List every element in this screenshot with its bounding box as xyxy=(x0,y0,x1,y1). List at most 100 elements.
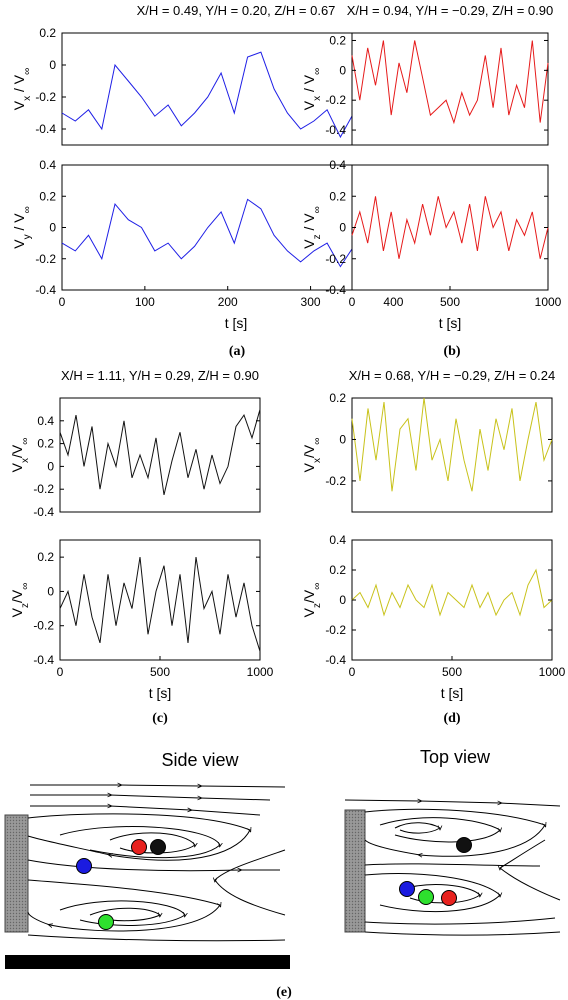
y-axis-label: Vx/V∞ xyxy=(9,438,31,473)
x-tick-label: 300 xyxy=(301,295,321,309)
y-tick-label: 0.4 xyxy=(37,414,54,428)
y-axis-label-part: z xyxy=(312,603,323,608)
chart: -0.4 -0.2 0 0.2 0.4 X/H = 1.11, Y/H = 0.29, Z… xyxy=(9,368,261,519)
y-tick-label: -0.4 xyxy=(35,283,56,297)
y-tick-label: -0.4 xyxy=(325,123,346,137)
y-axis-label-part: V xyxy=(9,462,25,472)
y-axis-label-part: x xyxy=(312,458,323,463)
y-axis-label-part: V xyxy=(301,462,317,472)
streamlines xyxy=(344,800,561,936)
y-axis-label: Vz/V∞ xyxy=(9,583,31,618)
x-tick-label: 1000 xyxy=(539,665,566,679)
y-axis-label-part: V xyxy=(9,607,25,617)
plot-area xyxy=(59,539,261,661)
y-axis-label-part: ∞ xyxy=(312,206,323,213)
y-axis-label-part: z xyxy=(20,603,31,608)
y-tick-label: 0.2 xyxy=(329,391,346,405)
y-tick-label: 0 xyxy=(339,432,346,446)
x-axis-label: t [s] xyxy=(225,315,248,331)
y-axis-label-part: z xyxy=(312,234,323,239)
side-view: Side view xyxy=(4,750,290,969)
data-line xyxy=(351,568,553,617)
chart: -0.2 0 0.2X/H = 0.68, Y/H = −0.29, Z/H = 0… xyxy=(301,368,555,513)
view-title: Top view xyxy=(420,747,491,767)
y-axis-label: Vx / V∞ xyxy=(301,68,323,111)
y-axis-label-part: ∞ xyxy=(22,68,33,75)
y-tick-label: 0 xyxy=(47,584,54,598)
x-tick-label: 0 xyxy=(57,665,64,679)
y-tick-label: 0 xyxy=(49,221,56,235)
x-axis-label: t [s] xyxy=(149,685,172,701)
panel-label: (d) xyxy=(443,711,460,726)
plot-area xyxy=(59,397,261,513)
probe-point xyxy=(150,839,166,855)
y-tick-label: -0.2 xyxy=(325,93,346,107)
chart-title: X/H = 1.11, Y/H = 0.29, Z/H = 0.90 xyxy=(61,368,259,383)
y-axis-label: Vz/V∞ xyxy=(301,583,323,618)
y-axis-label-part: x xyxy=(312,96,323,101)
y-tick-label: -0.2 xyxy=(33,619,54,633)
y-axis-label-part: ∞ xyxy=(312,68,323,75)
y-tick-label: -0.2 xyxy=(325,474,346,488)
panel-label: (b) xyxy=(443,344,460,359)
y-axis-label-part: ∞ xyxy=(312,583,323,590)
y-axis-label-part: V xyxy=(301,607,317,617)
x-tick-label: 500 xyxy=(150,665,170,679)
chart: -0.4 -0.2 0 0.2 X/H = 0.94, Y/H = −0.29, Z/H… xyxy=(301,3,553,146)
y-axis-label-part: /V xyxy=(301,589,317,603)
x-tick-label: 1000 xyxy=(247,665,274,679)
data-line xyxy=(351,196,549,259)
probe-point xyxy=(418,889,434,905)
y-axis-label-part: / V xyxy=(11,74,27,96)
y-axis-label-part: V xyxy=(301,239,317,249)
y-tick-label: 0.2 xyxy=(39,189,56,203)
y-tick-label: -0.2 xyxy=(325,252,346,266)
chart: -0.4 -0.2 0 0.2 0.4 0 500 1000 t [s] Vz/V∞ xyxy=(301,533,566,701)
y-axis-label-part: / V xyxy=(301,213,317,235)
y-tick-label: 0.2 xyxy=(329,189,346,203)
x-tick-label: 400 xyxy=(383,295,403,309)
y-tick-label: -0.2 xyxy=(35,252,56,266)
y-tick-label: 0.2 xyxy=(329,563,346,577)
x-tick-label: 500 xyxy=(440,295,460,309)
y-axis-label-part: / V xyxy=(11,213,27,235)
y-tick-label: 0.2 xyxy=(329,33,346,47)
y-tick-label: 0.2 xyxy=(39,26,56,40)
probe-point xyxy=(399,881,415,897)
top-view: Top view xyxy=(344,747,561,936)
y-tick-label: -0.4 xyxy=(33,653,54,667)
chart-title: X/H = 0.94, Y/H = −0.29, Z/H = 0.90 xyxy=(347,3,553,18)
y-axis-label-part: / V xyxy=(301,74,317,96)
y-axis-label: Vx/V∞ xyxy=(301,438,323,473)
data-line xyxy=(61,198,408,268)
probe-point xyxy=(76,858,92,874)
data-line xyxy=(59,409,261,496)
y-tick-label: -0.2 xyxy=(35,90,56,104)
probe-point xyxy=(131,839,147,855)
y-axis-label: Vy / V∞ xyxy=(11,206,33,249)
y-tick-label: -0.4 xyxy=(35,122,56,136)
plot-area xyxy=(351,164,549,291)
y-axis-label-part: V xyxy=(11,100,27,110)
data-line xyxy=(61,51,408,139)
y-tick-label: 0 xyxy=(339,221,346,235)
y-axis-label-part: ∞ xyxy=(20,438,31,445)
x-tick-label: 0 xyxy=(349,295,356,309)
y-tick-label: 0.2 xyxy=(37,550,54,564)
x-axis-label: t [s] xyxy=(441,685,464,701)
panel-label: (c) xyxy=(152,711,168,726)
obstacle xyxy=(344,809,366,933)
chart: -0.4 -0.2 0 0.2 0 500 1000 t [s] Vz/V∞ xyxy=(9,539,274,701)
chart-title: X/H = 0.49, Y/H = 0.20, Z/H = 0.67 xyxy=(137,3,336,18)
y-tick-label: -0.4 xyxy=(325,653,346,667)
y-tick-label: 0.4 xyxy=(39,158,56,172)
y-axis-label-part: /V xyxy=(301,444,317,458)
probe-point xyxy=(441,890,457,906)
obstacle xyxy=(4,814,29,933)
y-tick-label: -0.4 xyxy=(325,283,346,297)
x-axis-label: t [s] xyxy=(439,315,462,331)
probe-point xyxy=(98,914,114,930)
panel-label: (e) xyxy=(276,985,292,1000)
chart: -0.4 -0.2 0 0.2 X/H = 0.49, Y/H = 0.20, Z/H … xyxy=(11,3,411,146)
y-axis-label-part: x xyxy=(22,96,33,101)
